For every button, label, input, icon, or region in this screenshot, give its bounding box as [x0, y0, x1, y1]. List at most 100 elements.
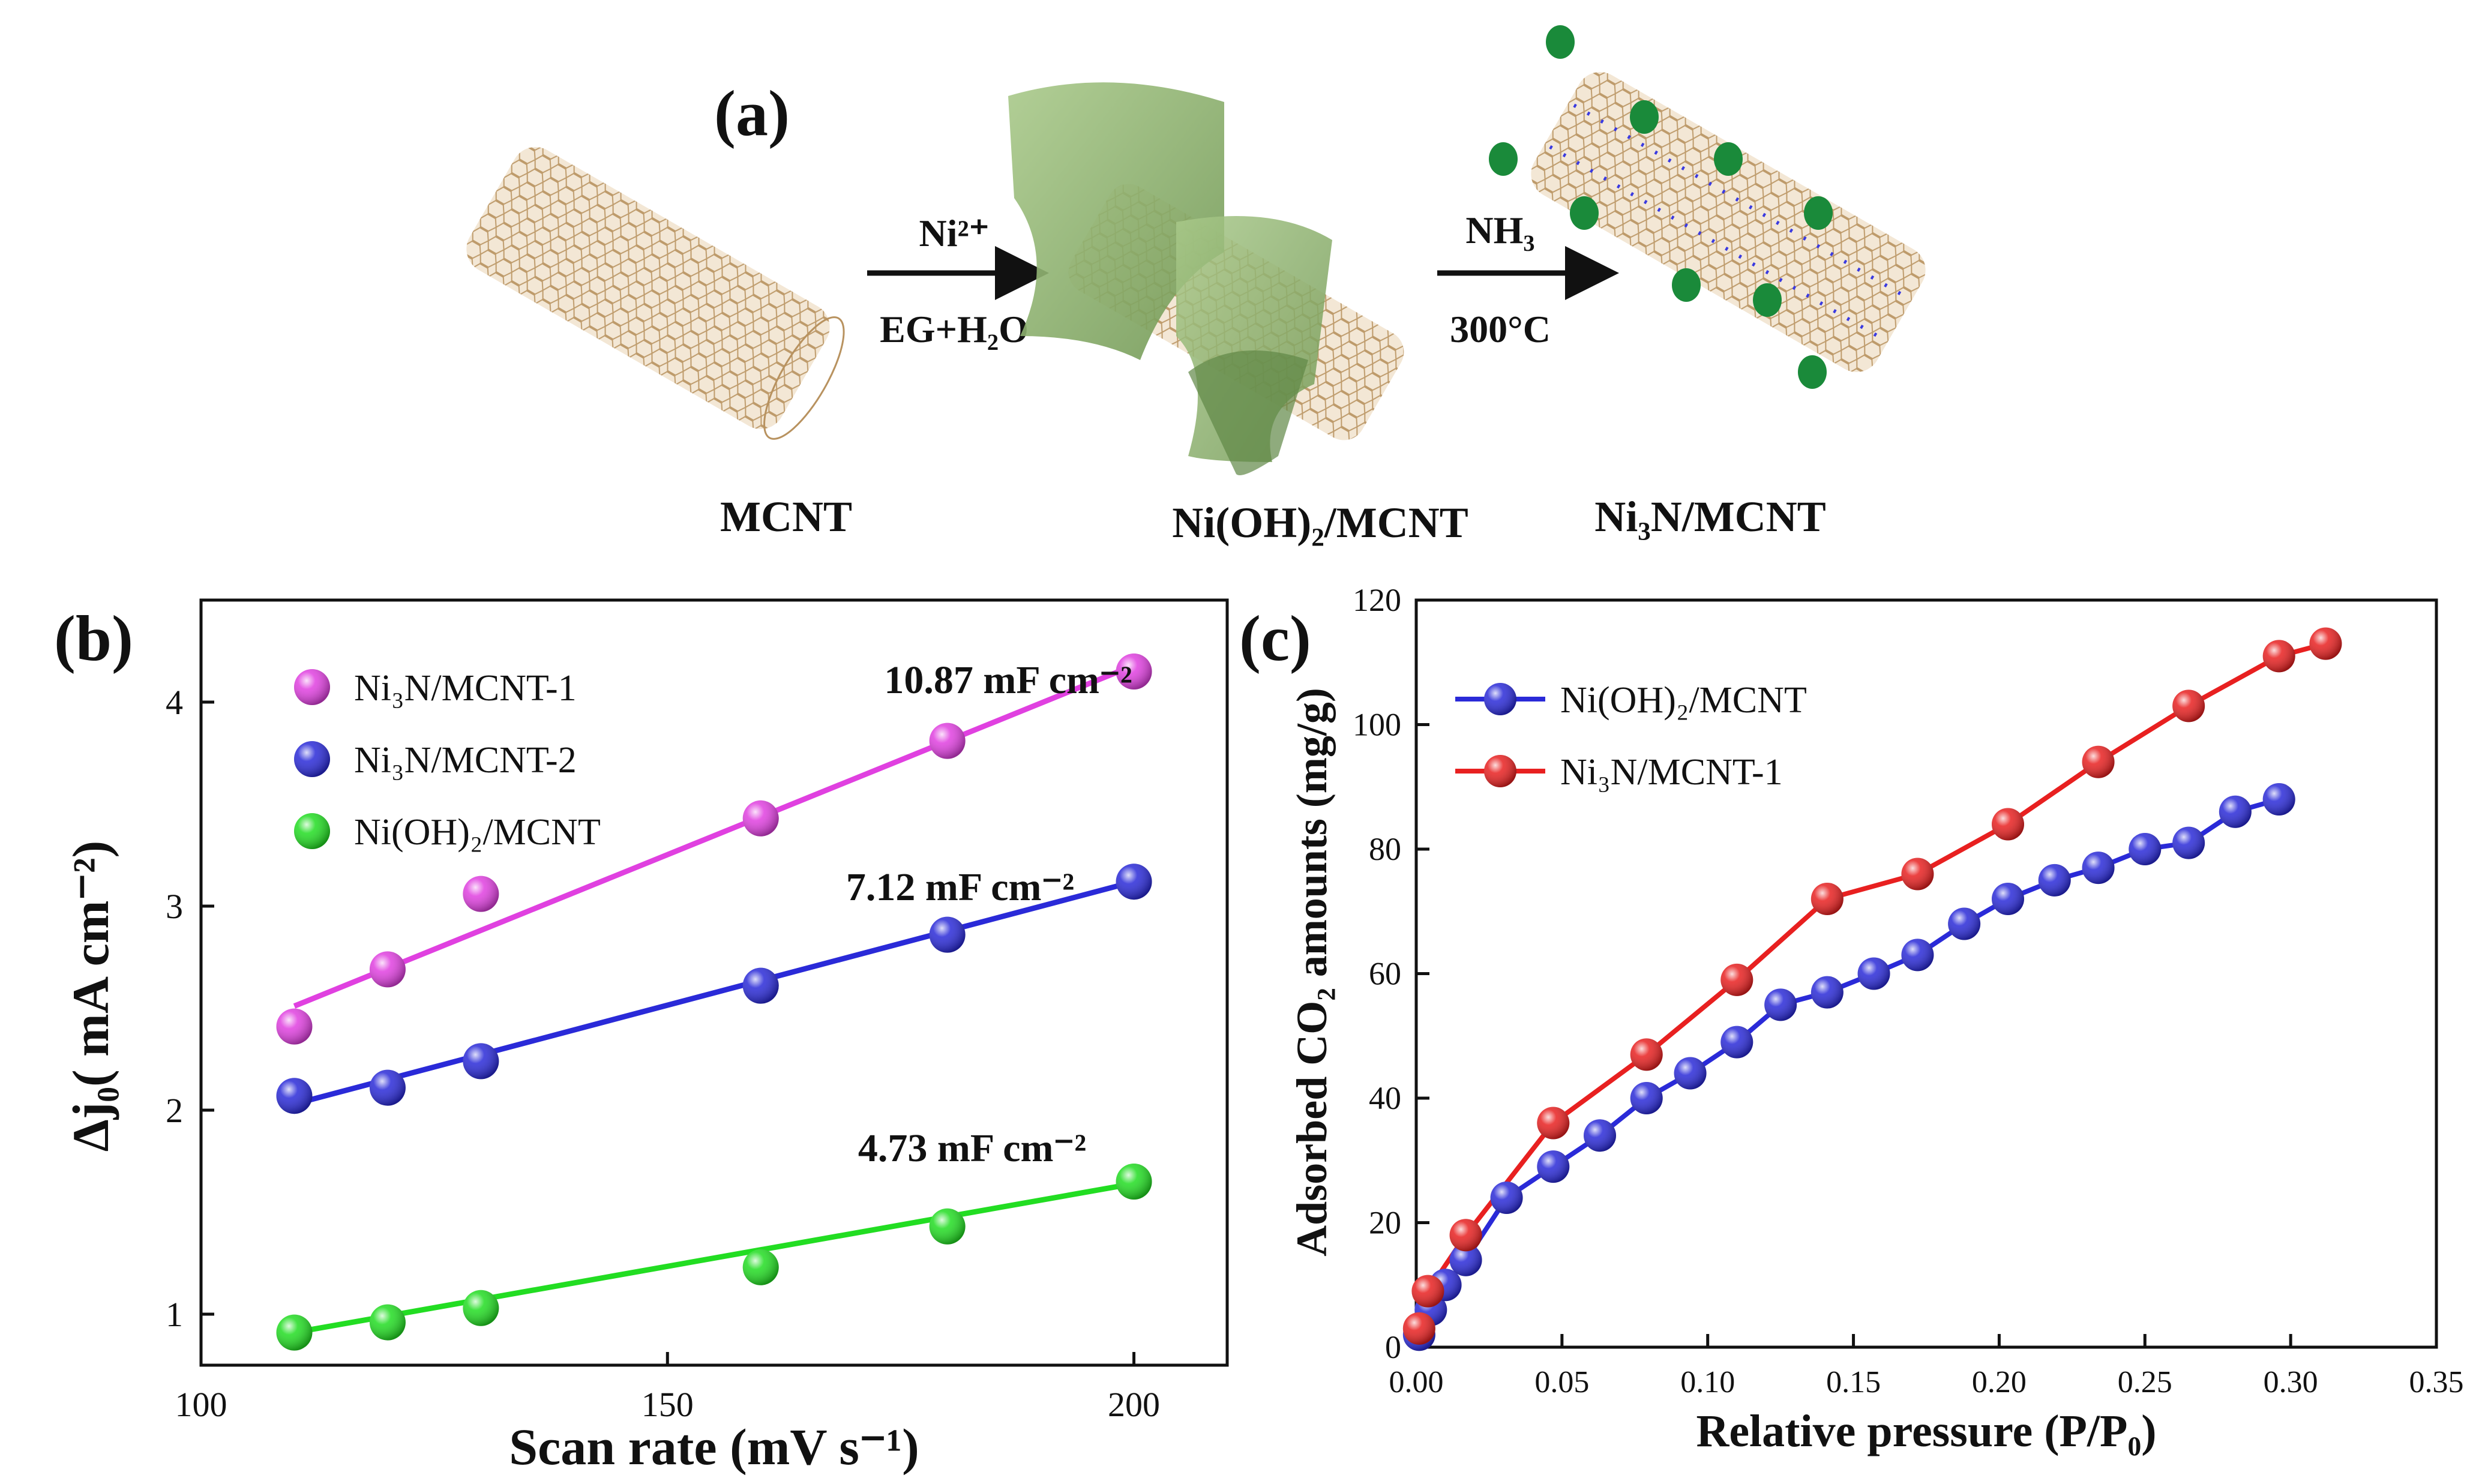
b-point-2-5 [1116, 1164, 1152, 1200]
b-point-2-2-shade [463, 1290, 499, 1326]
c-point-1-6 [1810, 883, 1843, 915]
b-y-tick-label-0: 1 [166, 1295, 183, 1334]
c-point-0-9 [1720, 1026, 1753, 1059]
c-legend-marker-0 [1484, 683, 1516, 715]
b-point-0-3-shade [742, 800, 779, 837]
c-point-0-5-shade [1537, 1150, 1570, 1183]
b-point-2-3 [742, 1249, 779, 1285]
c-point-1-8-shade [1992, 808, 2024, 841]
c-point-1-7-shade [1901, 858, 1934, 891]
b-point-1-5-shade [1116, 864, 1152, 900]
b-slope-annotation-0: 10.87 mF cm⁻² [884, 658, 1132, 702]
b-point-0-2 [463, 876, 499, 912]
b-point-0-4-shade [929, 722, 966, 759]
b-slope-annotation-2: 4.73 mF cm⁻² [858, 1126, 1086, 1170]
b-point-1-0 [276, 1078, 313, 1114]
c-legend-marker-1 [1484, 755, 1516, 787]
b-point-2-3-shade [742, 1249, 779, 1285]
c-point-0-16-shade [2038, 864, 2071, 897]
b-point-2-5-shade [1116, 1164, 1152, 1200]
b-legend-marker-0-shade [294, 669, 330, 705]
c-point-0-8-shade [1674, 1057, 1707, 1090]
b-point-0-0-shade [276, 1008, 313, 1045]
c-point-1-9 [2082, 745, 2115, 778]
c-point-0-11 [1810, 976, 1843, 1009]
c-y-tick-label-2: 40 [1369, 1080, 1401, 1116]
b-y-tick-label-2: 3 [166, 887, 183, 926]
c-point-0-3 [1449, 1243, 1482, 1276]
b-point-2-1-shade [369, 1304, 406, 1341]
b-point-1-4-shade [929, 916, 966, 953]
b-point-1-3 [742, 967, 779, 1004]
c-point-0-6-shade [1584, 1119, 1616, 1152]
c-point-0-21 [2262, 783, 2295, 816]
c-point-1-0 [1402, 1312, 1435, 1345]
c-point-1-8 [1992, 808, 2024, 841]
b-point-1-2 [463, 1043, 499, 1080]
c-legend-marker-0-shade [1484, 683, 1516, 715]
nioh-mcnt-illustration [1008, 82, 1404, 475]
c-point-1-3-shade [1537, 1107, 1570, 1140]
b-point-0-1-shade [369, 951, 406, 988]
c-x-tick-label-7: 0.35 [2409, 1365, 2464, 1399]
c-x-tick-label-2: 0.10 [1680, 1365, 1735, 1399]
b-point-1-0-shade [276, 1078, 313, 1114]
c-point-0-12 [1857, 957, 1890, 990]
panel-c-y-axis-title: Adsorbed CO₂ amounts (mg/g) [1288, 688, 1336, 1257]
c-point-1-11 [2262, 640, 2295, 673]
panel-a-schematic: (a) MCNT Ni²⁺ EG+H₂O Ni(OH)₂/MCNT NH₃ 30… [466, 25, 1926, 547]
step2-temperature: 300°C [1450, 308, 1551, 350]
c-x-tick-label-1: 0.05 [1534, 1365, 1589, 1399]
c-point-0-10 [1764, 988, 1797, 1021]
c-point-0-4-shade [1490, 1182, 1523, 1214]
panel-b-y-axis-title: Δj₀( mA cm⁻²) [62, 841, 119, 1152]
mcnt-tube-illustration [466, 147, 845, 440]
c-point-0-12-shade [1857, 957, 1890, 990]
c-point-0-4 [1490, 1182, 1523, 1214]
c-series-line-0 [1417, 797, 2280, 1336]
c-point-0-18-shade [2129, 833, 2162, 865]
c-legend-marker-1-shade [1484, 755, 1516, 787]
c-point-0-14 [1948, 907, 1981, 940]
b-fit-line-1 [293, 879, 1135, 1107]
c-point-1-0-shade [1402, 1312, 1435, 1345]
c-point-1-5 [1720, 963, 1753, 996]
c-point-1-3 [1537, 1107, 1570, 1140]
c-point-0-17 [2082, 852, 2115, 885]
c-point-0-17-shade [2082, 852, 2115, 885]
c-point-1-12 [2309, 627, 2342, 660]
c-point-0-3-shade [1449, 1243, 1482, 1276]
c-x-tick-label-5: 0.25 [2118, 1365, 2172, 1399]
b-point-2-2 [463, 1290, 499, 1326]
b-point-2-1 [369, 1304, 406, 1341]
panel-b-chart: (b) 100 150 200 1 2 3 4 10.87 mF cm⁻² 7.12 mF c… [54, 598, 1229, 1476]
b-point-1-2-shade [463, 1043, 499, 1080]
c-point-1-5-shade [1720, 963, 1753, 996]
c-point-0-18 [2129, 833, 2162, 865]
c-point-1-10-shade [2172, 689, 2205, 722]
b-slope-annotation-1: 7.12 mF cm⁻² [846, 865, 1074, 909]
b-point-1-1 [369, 1069, 406, 1106]
b-point-1-4 [929, 916, 966, 953]
c-x-tick-label-4: 0.20 [1972, 1365, 2027, 1399]
b-y-tick-label-1: 2 [166, 1091, 183, 1130]
c-point-0-20 [2219, 795, 2252, 828]
b-x-tick-label-1: 150 [642, 1385, 694, 1424]
c-x-tick-label-0: 0.00 [1389, 1365, 1444, 1399]
c-point-0-20-shade [2219, 795, 2252, 828]
c-x-tick-label-3: 0.15 [1826, 1365, 1881, 1399]
c-point-1-2 [1449, 1219, 1482, 1252]
c-point-0-19-shade [2172, 826, 2205, 859]
b-point-0-3 [742, 800, 779, 837]
c-legend-label-1: Ni₃N/MCNT-1 [1560, 752, 1783, 793]
c-y-tick-label-3: 60 [1369, 956, 1401, 992]
b-fit-line-2 [293, 1180, 1135, 1336]
c-y-tick-label-5: 100 [1353, 707, 1401, 743]
c-point-1-11-shade [2262, 640, 2295, 673]
c-point-0-13 [1901, 939, 1934, 972]
c-y-tick-label-1: 20 [1369, 1205, 1401, 1241]
b-legend-marker-2 [294, 813, 330, 849]
panel-c-chart: (c) 0.00 0.05 0.10 0.15 0.20 0.25 0.30 0.35 0 20 4… [1239, 582, 2464, 1456]
step1-reagent: Ni²⁺ [919, 212, 990, 254]
c-point-1-9-shade [2082, 745, 2115, 778]
